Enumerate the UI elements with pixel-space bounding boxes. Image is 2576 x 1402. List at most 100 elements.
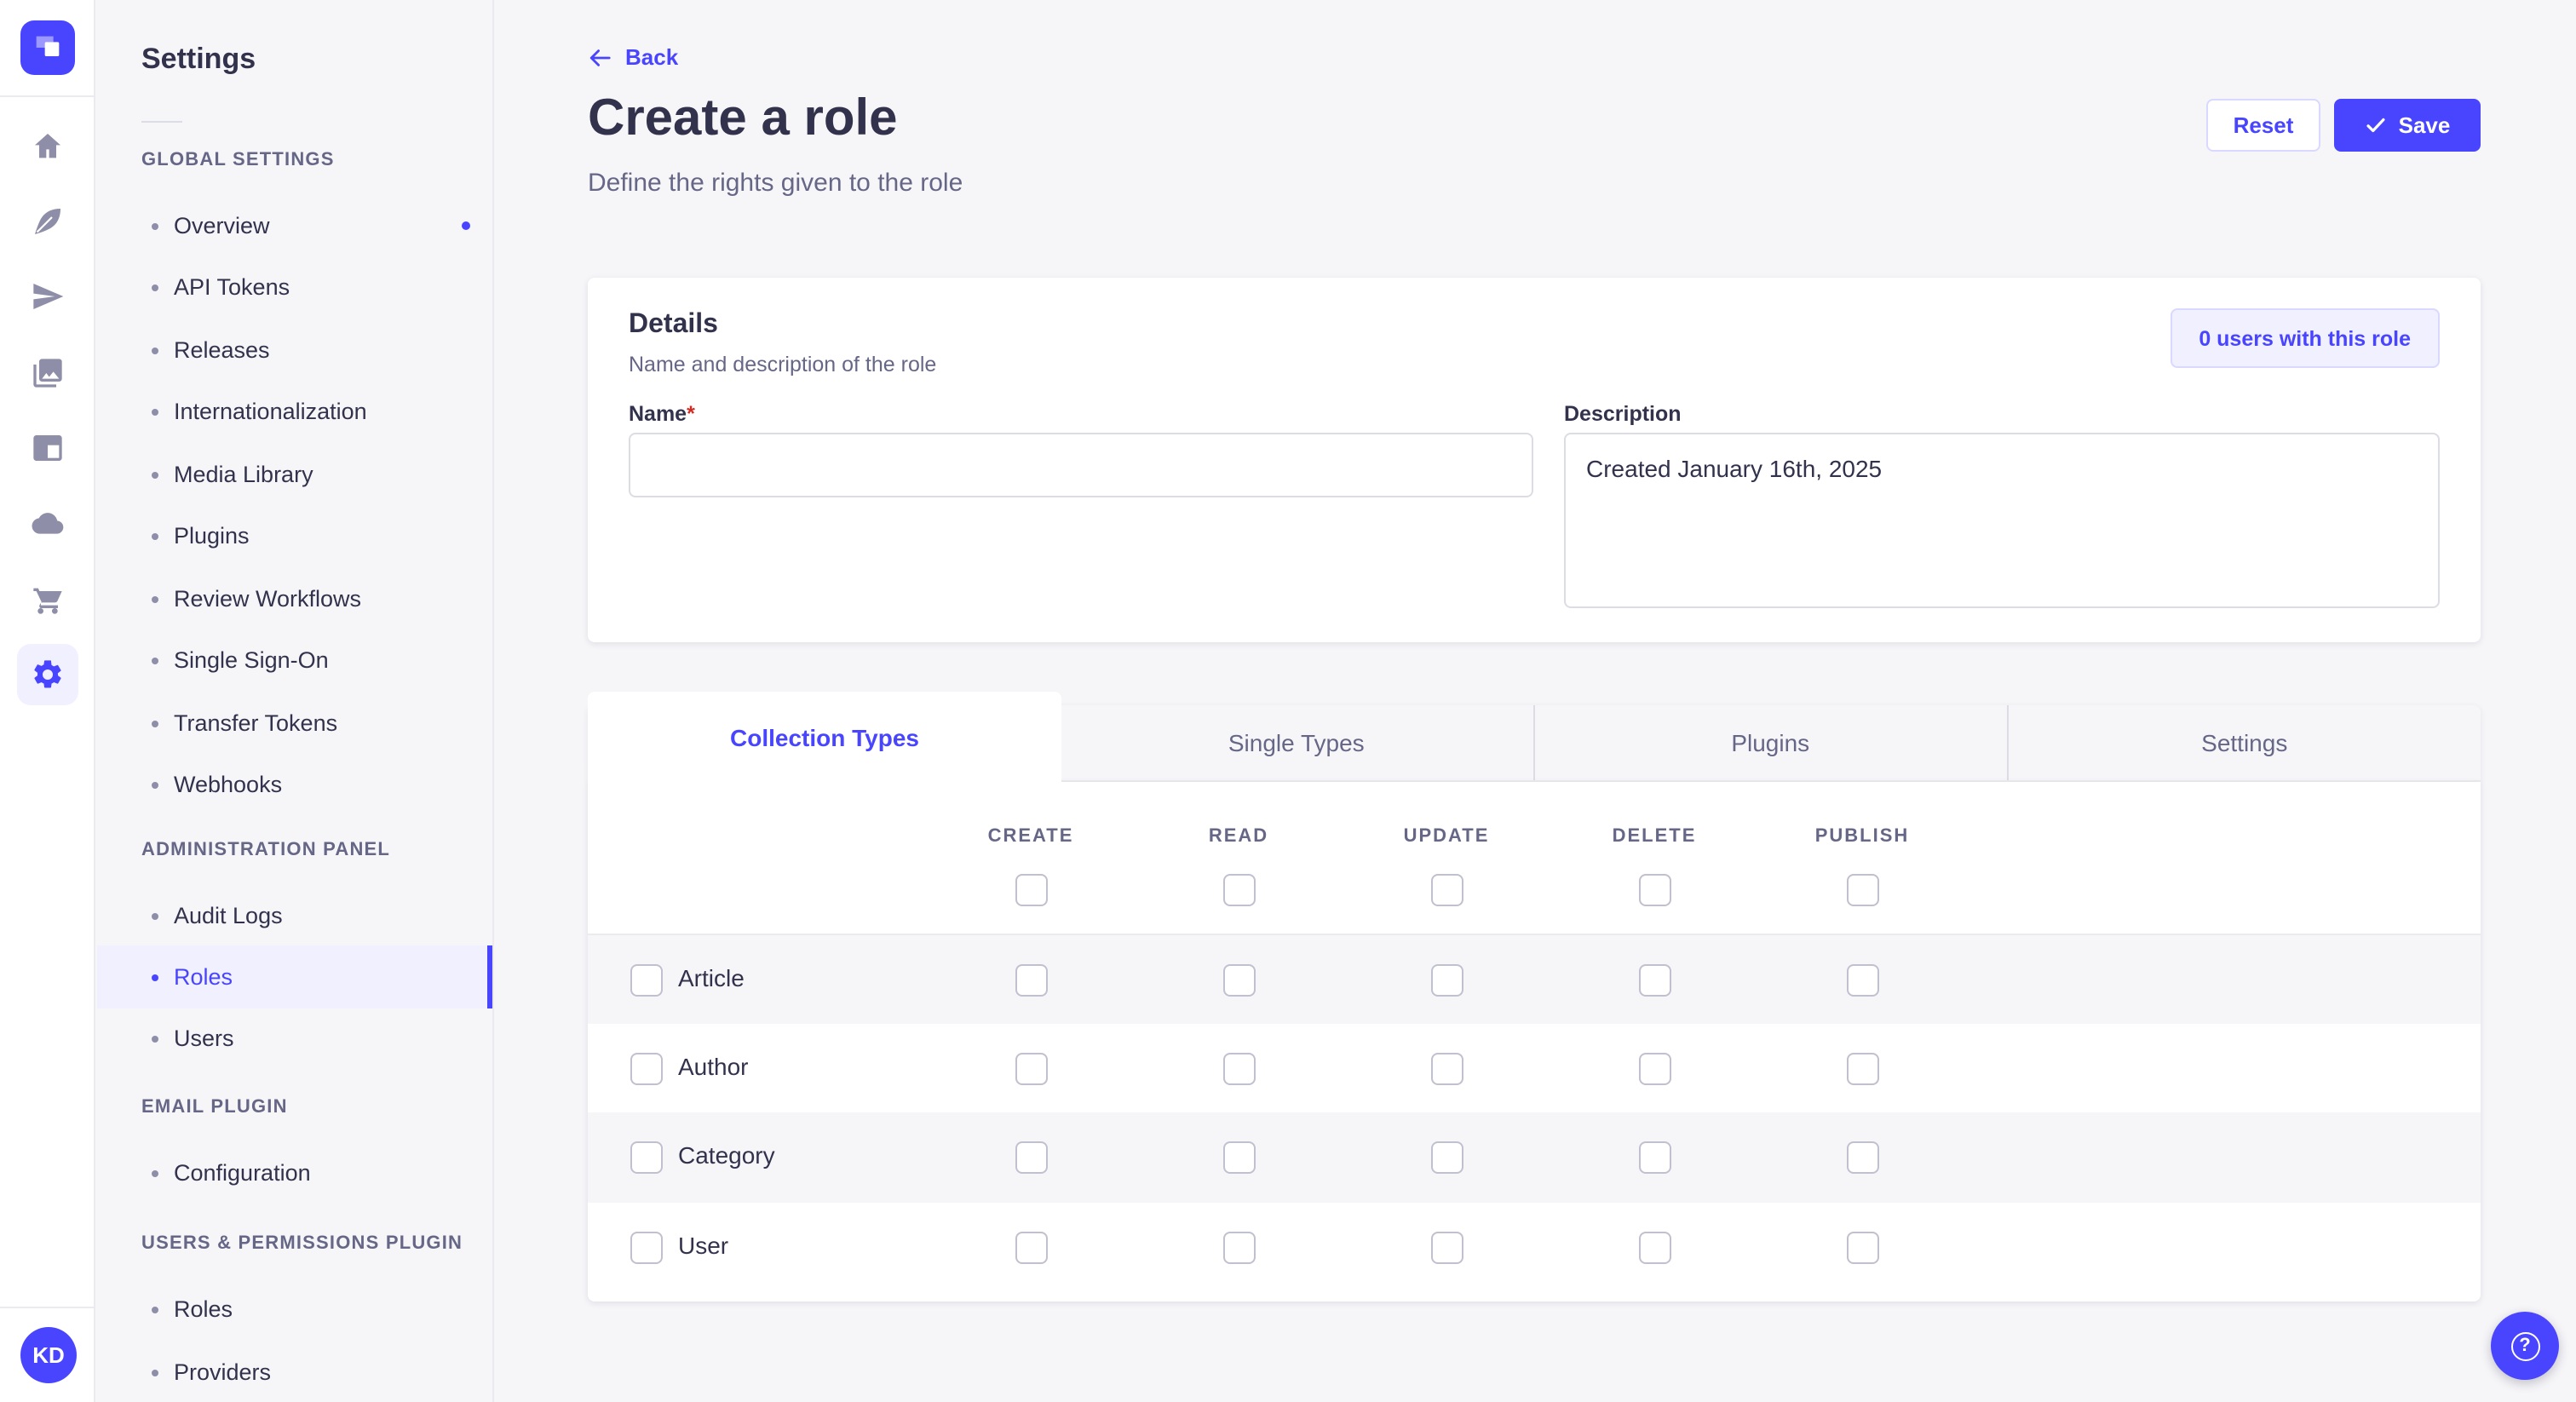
update-checkbox[interactable] [1430, 964, 1463, 997]
tab-settings[interactable]: Settings [2006, 705, 2481, 780]
sidebar-item-providers[interactable]: Providers [97, 1341, 492, 1402]
sidebar-item-releases[interactable]: Releases [97, 319, 492, 382]
pen-icon[interactable] [31, 204, 65, 238]
sidebar-item-overview[interactable]: Overview [97, 194, 492, 257]
users-with-role-button[interactable]: 0 users with this role [2170, 308, 2440, 368]
settings-sidebar: Settings GLOBAL SETTINGS Overview API To… [97, 0, 494, 1402]
media-icon[interactable] [31, 356, 65, 390]
details-title: Details [629, 310, 718, 339]
paper-plane-icon[interactable] [31, 279, 65, 313]
home-icon[interactable] [31, 129, 65, 164]
back-link[interactable]: Back [588, 44, 678, 70]
name-label: Name* [629, 402, 695, 426]
row-select-checkbox[interactable] [630, 1141, 663, 1174]
select-all-publish-checkbox[interactable] [1846, 874, 1878, 906]
strapi-logo[interactable] [20, 20, 75, 75]
details-subtitle: Name and description of the role [629, 353, 937, 376]
sidebar-item-webhooks[interactable]: Webhooks [97, 753, 492, 816]
page-title: Create a role [588, 90, 898, 147]
bullet-icon [152, 720, 158, 727]
back-arrow-icon [589, 49, 611, 66]
sidebar-item-media-library[interactable]: Media Library [97, 443, 492, 506]
row-select-checkbox[interactable] [630, 1052, 663, 1084]
details-card: Details Name and description of the role… [588, 278, 2481, 642]
reset-button[interactable]: Reset [2206, 99, 2320, 152]
select-all-read-checkbox[interactable] [1222, 874, 1255, 906]
required-asterisk: * [687, 402, 695, 426]
sidebar-item-plugins[interactable]: Plugins [97, 504, 492, 567]
row-label: Category [678, 1141, 775, 1169]
bullet-icon [152, 1306, 158, 1313]
row-label: Article [678, 964, 745, 991]
column-header-create: CREATE [987, 826, 1074, 847]
tab-plugins[interactable]: Plugins [1532, 705, 2007, 780]
sidebar-item-internationalization[interactable]: Internationalization [97, 380, 492, 443]
table-row-author: Author [588, 1023, 2481, 1112]
icon-rail: KD [0, 0, 95, 1402]
sidebar-item-api-tokens[interactable]: API Tokens [97, 256, 492, 319]
section-header-email-plugin: EMAIL PLUGIN [141, 1097, 288, 1118]
notification-dot [462, 221, 470, 230]
cart-icon[interactable] [31, 583, 65, 617]
layout-icon[interactable] [31, 431, 65, 465]
description-label: Description [1564, 402, 1682, 426]
publish-checkbox[interactable] [1846, 964, 1878, 997]
update-checkbox[interactable] [1430, 1231, 1463, 1263]
row-label: User [678, 1231, 729, 1258]
select-all-create-checkbox[interactable] [1015, 874, 1047, 906]
bullet-icon [152, 1369, 158, 1376]
publish-checkbox[interactable] [1846, 1052, 1878, 1084]
tab-collection-types[interactable]: Collection Types [588, 692, 1061, 782]
update-checkbox[interactable] [1430, 1052, 1463, 1084]
help-button[interactable]: ? [2491, 1312, 2559, 1380]
create-checkbox[interactable] [1015, 964, 1047, 997]
delete-checkbox[interactable] [1638, 1141, 1670, 1174]
user-avatar[interactable]: KD [20, 1327, 77, 1383]
cloud-icon[interactable] [31, 508, 65, 542]
bullet-icon [152, 657, 158, 664]
select-all-delete-checkbox[interactable] [1638, 874, 1670, 906]
role-description-textarea[interactable]: Created January 16th, 2025 [1564, 433, 2440, 608]
sidebar-item-review-workflows[interactable]: Review Workflows [97, 567, 492, 630]
settings-icon[interactable] [17, 644, 78, 705]
select-all-update-checkbox[interactable] [1430, 874, 1463, 906]
row-select-checkbox[interactable] [630, 1231, 663, 1263]
create-checkbox[interactable] [1015, 1141, 1047, 1174]
read-checkbox[interactable] [1222, 1231, 1255, 1263]
sidebar-item-roles-up[interactable]: Roles [97, 1278, 492, 1341]
page-subtitle: Define the rights given to the role [588, 169, 963, 198]
row-label: Author [678, 1052, 749, 1079]
row-select-checkbox[interactable] [630, 964, 663, 997]
delete-checkbox[interactable] [1638, 1231, 1670, 1263]
sidebar-item-roles-admin[interactable]: Roles [97, 945, 492, 1008]
sidebar-item-transfer-tokens[interactable]: Transfer Tokens [97, 692, 492, 755]
read-checkbox[interactable] [1222, 964, 1255, 997]
bullet-icon [152, 912, 158, 919]
publish-checkbox[interactable] [1846, 1231, 1878, 1263]
tab-single-types[interactable]: Single Types [1228, 729, 1365, 756]
sidebar-item-users[interactable]: Users [97, 1007, 492, 1070]
delete-checkbox[interactable] [1638, 964, 1670, 997]
table-row-article: Article [588, 934, 2481, 1023]
bullet-icon [152, 408, 158, 415]
sidebar-item-single-sign-on[interactable]: Single Sign-On [97, 629, 492, 692]
update-checkbox[interactable] [1430, 1141, 1463, 1174]
role-name-input[interactable] [629, 433, 1533, 497]
bullet-icon [152, 471, 158, 478]
save-label: Save [2398, 112, 2451, 138]
section-header-global-settings: GLOBAL SETTINGS [141, 150, 335, 170]
save-button[interactable]: Save [2334, 99, 2481, 152]
sidebar-item-configuration[interactable]: Configuration [97, 1141, 492, 1204]
table-row-user: User [588, 1202, 2481, 1291]
bullet-icon [152, 1169, 158, 1176]
back-label: Back [625, 44, 679, 70]
sidebar-item-audit-logs[interactable]: Audit Logs [97, 884, 492, 947]
read-checkbox[interactable] [1222, 1141, 1255, 1174]
publish-checkbox[interactable] [1846, 1141, 1878, 1174]
create-checkbox[interactable] [1015, 1231, 1047, 1263]
column-header-read: READ [1208, 826, 1269, 847]
read-checkbox[interactable] [1222, 1052, 1255, 1084]
delete-checkbox[interactable] [1638, 1052, 1670, 1084]
create-checkbox[interactable] [1015, 1052, 1047, 1084]
